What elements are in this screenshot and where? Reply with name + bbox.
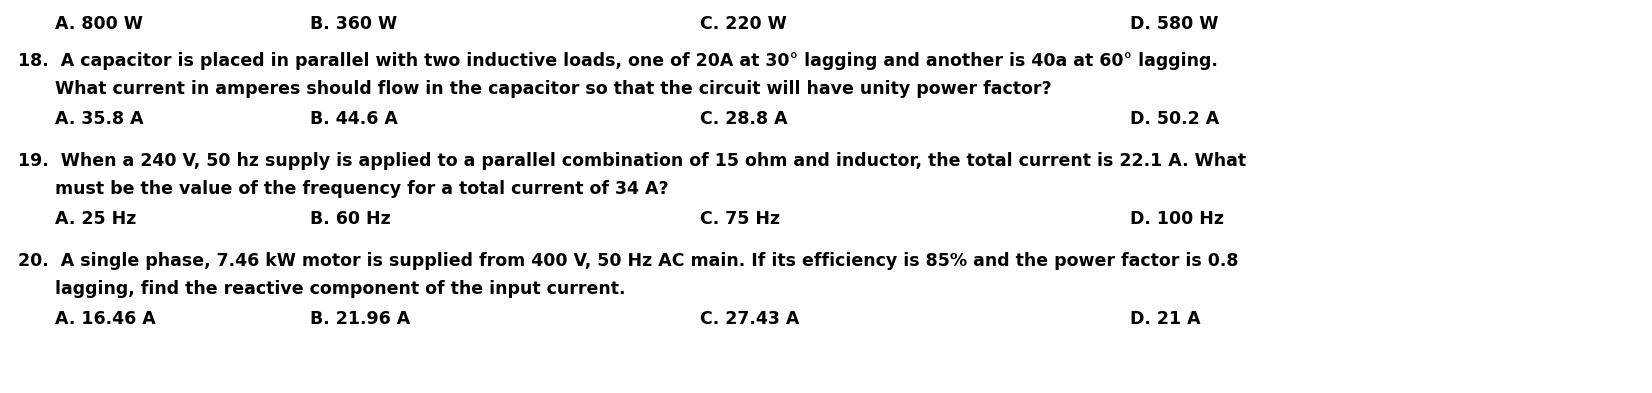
Text: D. 580 W: D. 580 W <box>1130 15 1219 33</box>
Text: D. 50.2 A: D. 50.2 A <box>1130 110 1219 128</box>
Text: C. 27.43 A: C. 27.43 A <box>700 310 800 328</box>
Text: 20.  A single phase, 7.46 kW motor is supplied from 400 V, 50 Hz AC main. If its: 20. A single phase, 7.46 kW motor is sup… <box>18 252 1239 270</box>
Text: A. 800 W: A. 800 W <box>55 15 142 33</box>
Text: must be the value of the frequency for a total current of 34 A?: must be the value of the frequency for a… <box>55 180 669 198</box>
Text: 19.  When a 240 V, 50 hz supply is applied to a parallel combination of 15 ohm a: 19. When a 240 V, 50 hz supply is applie… <box>18 152 1246 170</box>
Text: C. 28.8 A: C. 28.8 A <box>700 110 788 128</box>
Text: C. 75 Hz: C. 75 Hz <box>700 210 780 228</box>
Text: B. 44.6 A: B. 44.6 A <box>311 110 398 128</box>
Text: B. 21.96 A: B. 21.96 A <box>311 310 410 328</box>
Text: lagging, find the reactive component of the input current.: lagging, find the reactive component of … <box>55 280 626 298</box>
Text: B. 360 W: B. 360 W <box>311 15 396 33</box>
Text: A. 25 Hz: A. 25 Hz <box>55 210 137 228</box>
Text: B. 60 Hz: B. 60 Hz <box>311 210 392 228</box>
Text: What current in amperes should flow in the capacitor so that the circuit will ha: What current in amperes should flow in t… <box>55 80 1052 98</box>
Text: 18.  A capacitor is placed in parallel with two inductive loads, one of 20A at 3: 18. A capacitor is placed in parallel wi… <box>18 52 1218 70</box>
Text: A. 35.8 A: A. 35.8 A <box>55 110 144 128</box>
Text: A. 16.46 A: A. 16.46 A <box>55 310 155 328</box>
Text: D. 100 Hz: D. 100 Hz <box>1130 210 1224 228</box>
Text: C. 220 W: C. 220 W <box>700 15 786 33</box>
Text: D. 21 A: D. 21 A <box>1130 310 1201 328</box>
